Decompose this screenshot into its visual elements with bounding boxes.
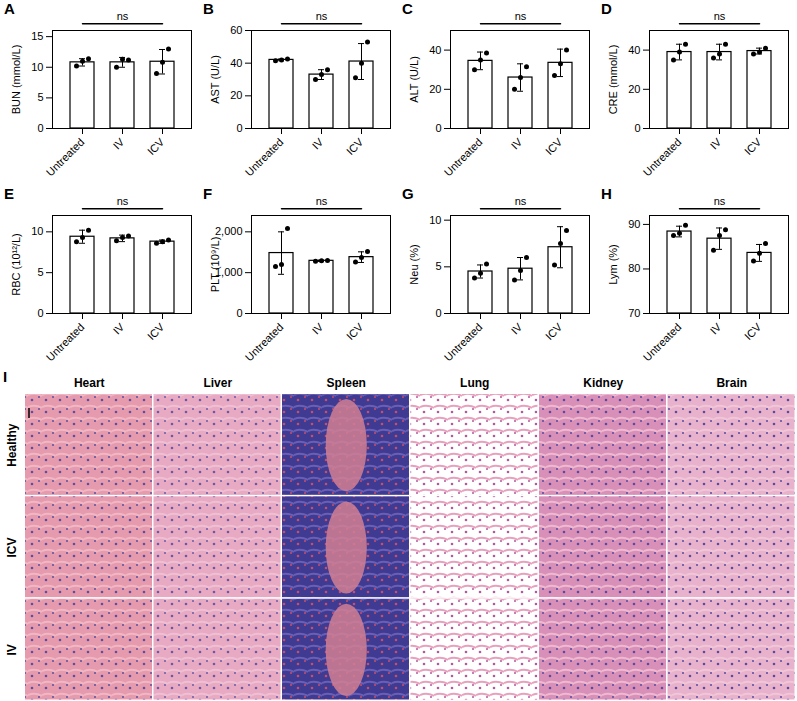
svg-text:Untreated: Untreated bbox=[641, 136, 684, 179]
svg-text:20: 20 bbox=[628, 83, 640, 95]
svg-text:ns: ns bbox=[117, 195, 129, 207]
html-text:E: E bbox=[4, 185, 14, 202]
svg-text:AST (U/L): AST (U/L) bbox=[209, 55, 221, 104]
svg-text:IV: IV bbox=[708, 320, 724, 336]
svg-text:ns: ns bbox=[515, 10, 527, 22]
svg-text:IV: IV bbox=[310, 320, 326, 336]
svg-text:70: 70 bbox=[628, 307, 640, 319]
svg-text:ICV: ICV bbox=[5, 537, 19, 557]
svg-text:Lym (%): Lym (%) bbox=[607, 244, 619, 285]
svg-text:Untreated: Untreated bbox=[243, 321, 286, 364]
svg-text:0: 0 bbox=[634, 122, 640, 134]
svg-text:ICV: ICV bbox=[145, 135, 167, 157]
svg-text:CRE (mmol/L): CRE (mmol/L) bbox=[607, 45, 619, 115]
svg-text:Liver: Liver bbox=[203, 376, 232, 390]
svg-text:I: I bbox=[3, 368, 7, 385]
svg-text:IV: IV bbox=[111, 320, 127, 336]
svg-text:15: 15 bbox=[31, 30, 43, 42]
svg-text:IV: IV bbox=[310, 135, 326, 151]
svg-text:1,000: 1,000 bbox=[215, 266, 243, 279]
svg-text:PLT (10⁹/L): PLT (10⁹/L) bbox=[209, 237, 221, 293]
svg-text:40: 40 bbox=[230, 57, 242, 69]
svg-text:ns: ns bbox=[117, 10, 129, 22]
svg-text:IV: IV bbox=[708, 135, 724, 151]
svg-text:0: 0 bbox=[236, 122, 242, 134]
svg-text:Spleen: Spleen bbox=[327, 376, 366, 390]
svg-text:ICV: ICV bbox=[742, 135, 764, 157]
svg-text:ICV: ICV bbox=[145, 320, 167, 342]
svg-text:ns: ns bbox=[316, 10, 328, 22]
svg-text:10: 10 bbox=[31, 61, 43, 73]
svg-text:ns: ns bbox=[316, 195, 328, 207]
svg-text:ICV: ICV bbox=[344, 135, 366, 157]
svg-text:Untreated: Untreated bbox=[442, 136, 485, 179]
html-text:G: G bbox=[402, 185, 414, 202]
svg-text:0: 0 bbox=[37, 122, 43, 134]
svg-text:IV: IV bbox=[111, 135, 127, 151]
svg-text:5: 5 bbox=[37, 91, 43, 103]
svg-text:ns: ns bbox=[714, 195, 726, 207]
svg-text:ICV: ICV bbox=[543, 135, 565, 157]
svg-text:ns: ns bbox=[515, 195, 527, 207]
svg-text:IV: IV bbox=[509, 135, 525, 151]
svg-text:20: 20 bbox=[429, 83, 441, 95]
html-text:B: B bbox=[203, 0, 214, 17]
svg-text:10: 10 bbox=[31, 225, 43, 237]
html-text:F: F bbox=[203, 185, 213, 202]
svg-text:90: 90 bbox=[628, 218, 640, 230]
html-text:D: D bbox=[601, 0, 612, 17]
svg-text:Neu (%): Neu (%) bbox=[408, 244, 420, 284]
svg-text:RBC (10¹²/L): RBC (10¹²/L) bbox=[10, 233, 22, 295]
svg-text:Lung: Lung bbox=[460, 376, 489, 390]
svg-text:0: 0 bbox=[435, 122, 441, 134]
svg-text:5: 5 bbox=[435, 260, 441, 272]
svg-text:IV: IV bbox=[509, 320, 525, 336]
svg-text:BUN (mmol/L): BUN (mmol/L) bbox=[10, 45, 22, 115]
svg-text:Untreated: Untreated bbox=[44, 321, 87, 364]
svg-text:Kidney: Kidney bbox=[583, 376, 623, 390]
svg-text:5: 5 bbox=[37, 266, 43, 278]
svg-text:Untreated: Untreated bbox=[442, 321, 485, 364]
svg-text:ICV: ICV bbox=[543, 320, 565, 342]
svg-text:Healthy: Healthy bbox=[5, 423, 19, 467]
svg-text:0: 0 bbox=[236, 307, 242, 319]
svg-text:Untreated: Untreated bbox=[44, 136, 87, 179]
svg-text:ICV: ICV bbox=[742, 320, 764, 342]
svg-text:20: 20 bbox=[230, 89, 242, 101]
svg-text:40: 40 bbox=[628, 44, 640, 56]
svg-text:0: 0 bbox=[435, 307, 441, 319]
svg-text:Untreated: Untreated bbox=[641, 321, 684, 364]
svg-text:IV: IV bbox=[5, 644, 19, 655]
html-text:C: C bbox=[402, 0, 413, 17]
svg-text:80: 80 bbox=[628, 262, 640, 274]
svg-text:Untreated: Untreated bbox=[243, 136, 286, 179]
svg-text:60: 60 bbox=[230, 24, 242, 36]
svg-text:ALT (U/L): ALT (U/L) bbox=[408, 56, 420, 103]
svg-text:ns: ns bbox=[714, 10, 726, 22]
svg-text:ICV: ICV bbox=[344, 320, 366, 342]
svg-text:40: 40 bbox=[429, 44, 441, 56]
svg-text:10: 10 bbox=[429, 214, 441, 226]
svg-text:2,000: 2,000 bbox=[215, 225, 243, 237]
html-text:A: A bbox=[4, 0, 15, 17]
svg-text:Heart: Heart bbox=[74, 376, 105, 390]
html-text:H: H bbox=[601, 185, 612, 202]
svg-text:0: 0 bbox=[37, 307, 43, 319]
svg-text:Brain: Brain bbox=[716, 376, 747, 390]
